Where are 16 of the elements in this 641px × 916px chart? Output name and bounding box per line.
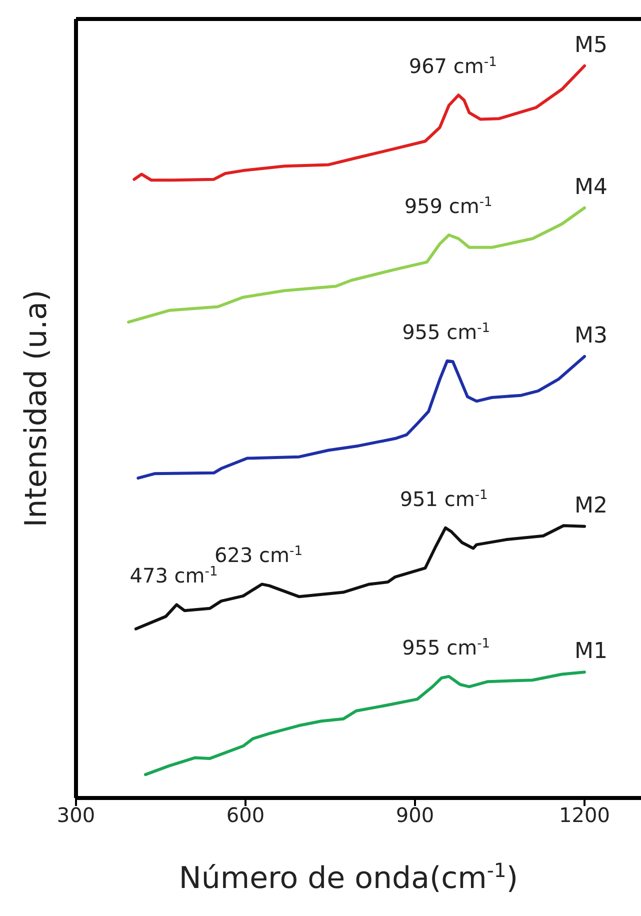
annotation: 955 cm$^{-1}$ (402, 320, 490, 344)
annotation: 951 cm$^{-1}$ (400, 486, 488, 511)
annotation: 955 cm$^{-1}$ (402, 635, 490, 660)
series-label: M4 (574, 174, 608, 200)
series-label: M3 (574, 324, 608, 349)
x-axis-title: Número de onda(cm$^{-1}$) (178, 858, 518, 896)
series-label: M2 (574, 493, 608, 518)
y-axis-title: Intensidad (u.a) (19, 290, 54, 528)
x-tick-label: 300 (56, 803, 96, 828)
series-label: M5 (574, 32, 608, 58)
annotation: 967 cm$^{-1}$ (408, 54, 497, 78)
series-label: M1 (574, 639, 608, 664)
x-tick-label: 900 (396, 803, 434, 828)
x-tick-label: 600 (226, 803, 265, 828)
annotation: 959 cm$^{-1}$ (404, 194, 492, 218)
x-tick-label: 1200 (559, 803, 610, 828)
